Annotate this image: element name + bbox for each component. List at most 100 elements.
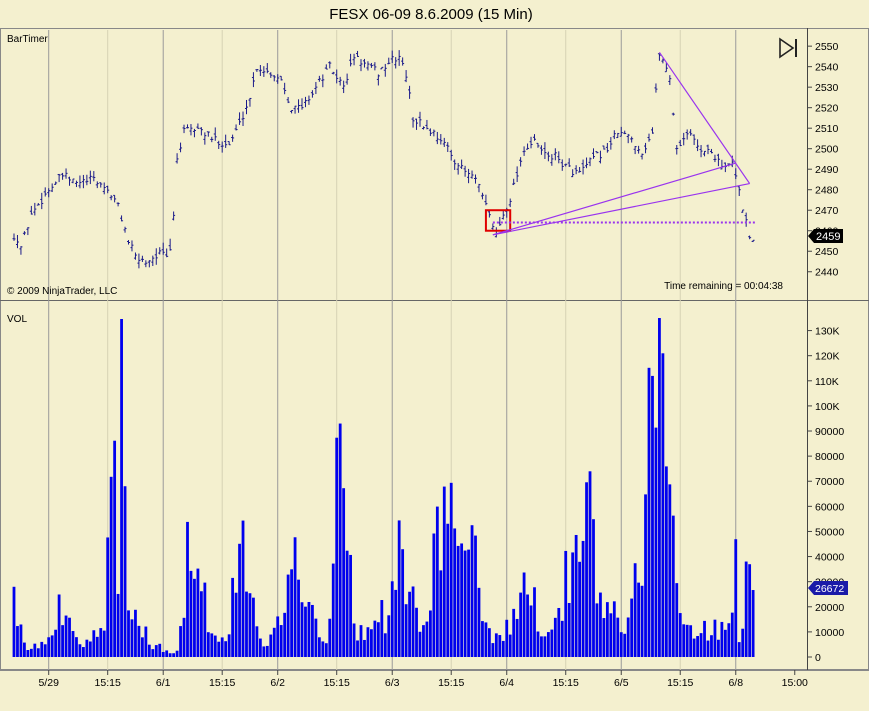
volume-bar xyxy=(526,594,529,657)
play-to-end-icon[interactable] xyxy=(776,37,800,59)
volume-bar xyxy=(161,651,165,657)
time-tick-label: 6/1 xyxy=(156,677,171,689)
volume-bar xyxy=(664,466,668,657)
volume-bar xyxy=(470,525,474,657)
volume-bar xyxy=(543,636,547,657)
volume-bar xyxy=(366,627,370,657)
trend-line[interactable] xyxy=(492,162,736,236)
volume-bar xyxy=(172,653,176,657)
volume-bar xyxy=(435,506,439,657)
volume-bar xyxy=(82,647,85,657)
volume-bar xyxy=(623,633,627,657)
volume-tick-label: 120K xyxy=(815,351,840,363)
volume-bar xyxy=(217,641,221,657)
volume-bar xyxy=(505,619,509,657)
volume-bar xyxy=(196,568,200,657)
trend-line[interactable] xyxy=(658,51,751,184)
last-price-badge-shape xyxy=(808,229,843,243)
volume-bar xyxy=(460,543,464,657)
volume-bar xyxy=(515,618,519,657)
time-tick-label: 5/29 xyxy=(38,677,59,689)
volume-bar xyxy=(120,319,123,657)
price-tick-label: 2550 xyxy=(815,41,839,53)
volume-bar xyxy=(165,650,169,657)
time-tick-label: 6/4 xyxy=(499,677,514,689)
bartimer-label: BarTimer xyxy=(7,34,48,45)
volume-bar xyxy=(286,574,290,657)
volume-bar xyxy=(519,592,523,657)
volume-bar xyxy=(328,618,332,657)
volume-bar xyxy=(255,626,259,657)
volume-bar xyxy=(481,621,484,657)
volume-bar xyxy=(144,626,148,657)
volume-bar xyxy=(317,637,321,657)
volume-bar xyxy=(484,622,488,657)
time-tick-label: 15:15 xyxy=(209,677,235,689)
volume-tick-label: 100K xyxy=(815,401,840,413)
play-to-end-button-bg[interactable] xyxy=(776,37,800,59)
volume-bar xyxy=(210,633,214,657)
volume-bar xyxy=(376,622,380,657)
volume-bar xyxy=(456,545,460,657)
volume-bar xyxy=(696,636,699,657)
time-tick-label: 6/3 xyxy=(385,677,400,689)
volume-bar xyxy=(658,318,661,657)
volume-tick-label: 80000 xyxy=(815,451,844,463)
volume-bar xyxy=(429,610,432,657)
volume-bar xyxy=(206,632,210,657)
volume-bar xyxy=(154,645,158,657)
volume-bar xyxy=(678,613,682,657)
volume-bar xyxy=(727,623,731,657)
volume-bar xyxy=(706,640,710,657)
volume-bar xyxy=(491,643,495,657)
volume-tick-label: 110K xyxy=(815,376,839,388)
volume-bar xyxy=(699,633,703,657)
time-tick-label: 6/5 xyxy=(614,677,629,689)
volume-bar xyxy=(730,612,734,657)
volume-bar xyxy=(741,628,745,657)
drawing-objects[interactable] xyxy=(484,51,757,236)
volume-bar xyxy=(47,637,51,657)
volume-bar xyxy=(314,618,318,657)
volume-bar xyxy=(474,535,477,657)
volume-bar xyxy=(231,577,235,657)
trend-line[interactable] xyxy=(492,182,750,236)
volume-bar xyxy=(463,550,467,657)
volume-bar xyxy=(494,633,498,657)
volume-bar xyxy=(269,634,273,657)
volume-bar xyxy=(723,629,727,657)
volume-bar xyxy=(522,572,526,657)
volume-bar xyxy=(258,638,262,657)
volume-bar xyxy=(592,519,595,657)
volume-bar xyxy=(737,642,741,657)
volume-bar xyxy=(647,367,651,657)
volume-bar xyxy=(43,644,47,657)
volume-tick-label: 130K xyxy=(815,326,840,338)
volume-bar xyxy=(609,613,613,657)
volume-bar xyxy=(533,587,536,657)
volume-bar xyxy=(605,602,609,657)
volume-bar xyxy=(637,582,640,657)
volume-tick-label: 60000 xyxy=(815,501,844,513)
price-tick-label: 2500 xyxy=(815,144,839,156)
window-title: FESX 06-09 8.6.2009 (15 Min) xyxy=(329,6,532,23)
last-volume-badge: 26672 xyxy=(808,581,848,595)
volume-bar xyxy=(238,543,241,657)
volume-bar xyxy=(220,637,224,657)
volume-bar xyxy=(640,585,644,657)
volume-bar xyxy=(751,590,755,657)
volume-bar xyxy=(644,494,647,657)
volume-bar xyxy=(12,586,16,657)
time-tick-label: 15:15 xyxy=(667,677,693,689)
volume-tick-label: 70000 xyxy=(815,476,844,488)
volume-bar xyxy=(252,597,255,657)
volume-bar xyxy=(19,624,23,657)
price-tick-label: 2480 xyxy=(815,185,839,197)
volume-bar xyxy=(304,606,307,657)
highlight-box[interactable] xyxy=(484,209,512,232)
volume-bar xyxy=(283,612,287,657)
volume-bar xyxy=(432,533,436,657)
price-tick-label: 2510 xyxy=(815,123,839,135)
price-tick-label: 2470 xyxy=(815,205,839,217)
volume-bar xyxy=(359,625,363,657)
